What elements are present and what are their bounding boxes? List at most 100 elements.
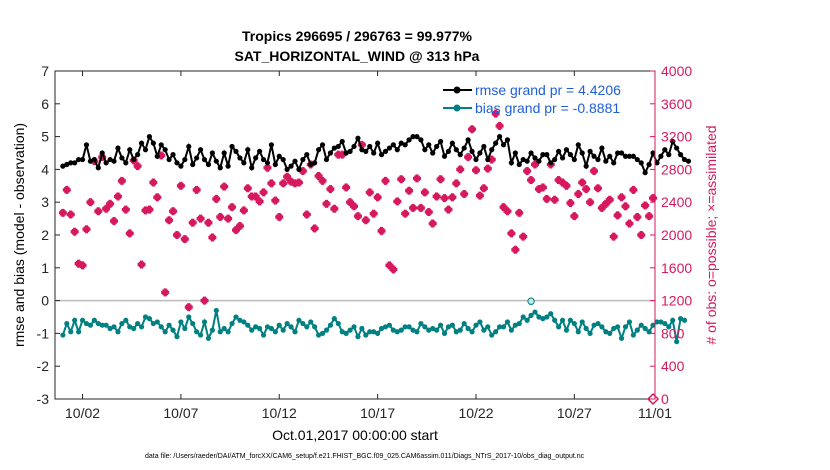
obs-assimilated-marker — [330, 204, 339, 213]
obs-marker-part — [481, 185, 487, 192]
rmse-point — [536, 158, 542, 164]
obs-assimilated-marker — [176, 181, 185, 190]
obs-assimilated-marker — [314, 171, 323, 180]
bias-point — [434, 327, 440, 333]
bias-point — [386, 322, 393, 328]
obs-assimilated-marker — [58, 208, 67, 217]
bias-point — [304, 324, 310, 330]
rmse-point — [461, 145, 467, 151]
bias-point — [587, 330, 593, 336]
obs-marker-part — [425, 209, 432, 215]
obs-assimilated-marker — [405, 186, 414, 195]
rmse-point — [233, 148, 239, 154]
rmse-point — [76, 156, 82, 163]
obs-marker-part — [398, 176, 405, 183]
obs-marker-part — [630, 187, 637, 193]
rmse-point — [123, 160, 129, 166]
obs-assimilated-marker — [188, 218, 197, 227]
rmse-point — [103, 160, 109, 166]
obs-assimilated-marker — [475, 191, 484, 200]
rmse-point — [626, 153, 633, 159]
obs-assimilated-marker — [645, 212, 654, 221]
obs-assimilated-marker — [204, 218, 213, 227]
obs-assimilated-marker — [216, 212, 225, 221]
obs-assimilated-marker — [495, 121, 504, 130]
bias-point — [205, 335, 212, 341]
obs-assimilated-marker — [283, 172, 292, 181]
obs-assimilated-marker — [613, 211, 622, 220]
rmse-point — [445, 148, 452, 154]
obs-assimilated-marker — [582, 185, 591, 194]
obs-assimilated-marker — [377, 226, 386, 235]
obs-assimilated-marker — [424, 208, 433, 217]
obs-assimilated-marker — [534, 185, 543, 194]
obs-marker-part — [441, 195, 448, 201]
obs-assimilated-marker — [523, 167, 532, 176]
rmse-point — [359, 147, 365, 153]
bias-point — [253, 324, 259, 330]
bias-point — [276, 322, 282, 328]
obs-assimilated-marker — [125, 229, 134, 238]
obs-assimilated-marker — [180, 235, 189, 244]
obs-marker-part — [185, 304, 192, 310]
bias-point — [115, 329, 121, 335]
rmse-point — [634, 156, 640, 163]
rmse-point — [390, 142, 396, 148]
bias-point — [516, 320, 522, 327]
bias-point — [548, 311, 554, 317]
obs-assimilated-marker — [298, 167, 307, 176]
rmse-point — [571, 156, 577, 163]
obs-assimilated-marker — [593, 184, 602, 193]
rmse-point — [540, 152, 546, 158]
obs-assimilated-marker — [224, 214, 233, 223]
y-left-tick-label: -1 — [37, 325, 50, 341]
rmse-point — [186, 143, 192, 150]
obs-assimilated-marker — [70, 227, 79, 236]
bias-point — [390, 327, 396, 333]
obs-assimilated-marker — [471, 166, 480, 175]
bias-point — [367, 329, 373, 335]
obs-marker-part — [280, 180, 286, 187]
rmse-point — [563, 147, 570, 153]
obs-marker-part — [496, 123, 503, 129]
obs-marker-part — [449, 194, 456, 201]
rmse-point — [72, 160, 78, 166]
rmse-point — [481, 143, 487, 150]
obs-marker-part — [79, 262, 86, 269]
bias-point — [410, 327, 416, 333]
x-tick-label: 10/12 — [262, 405, 297, 421]
rmse-point — [253, 155, 259, 161]
y-left-tick-label: 6 — [41, 96, 49, 112]
bias-point — [245, 322, 251, 328]
bias-point — [197, 332, 204, 338]
obs-marker-part — [571, 213, 578, 219]
obs-assimilated-marker — [106, 199, 115, 208]
bias-point — [316, 332, 322, 338]
bias-point — [190, 320, 196, 327]
rmse-point — [60, 163, 66, 169]
bias-point — [528, 312, 534, 318]
obs-marker-part — [390, 266, 397, 273]
obs-marker-part — [174, 232, 180, 238]
obs-assimilated-marker — [94, 207, 103, 216]
obs-assimilated-marker — [133, 162, 142, 171]
bias-point — [162, 329, 168, 335]
obs-marker-part — [610, 233, 617, 240]
obs-assimilated-marker — [287, 177, 296, 186]
rmse-point — [611, 160, 617, 166]
rmse-point — [245, 147, 251, 153]
rmse-point — [221, 150, 227, 156]
obs-marker-part — [343, 184, 349, 191]
obs-marker-part — [237, 223, 243, 229]
obs-assimilated-marker — [448, 193, 457, 202]
bias-point — [662, 320, 668, 327]
obs-assimilated-marker — [625, 219, 634, 228]
obs-marker-part — [339, 151, 346, 158]
bias-point — [422, 324, 428, 330]
y-left-tick-label: 1 — [41, 260, 49, 276]
obs-assimilated-marker — [255, 197, 264, 206]
rmse-point — [469, 148, 475, 154]
rmse-point — [363, 148, 369, 154]
obs-marker-layer — [58, 109, 660, 406]
rmse-point — [107, 156, 113, 163]
